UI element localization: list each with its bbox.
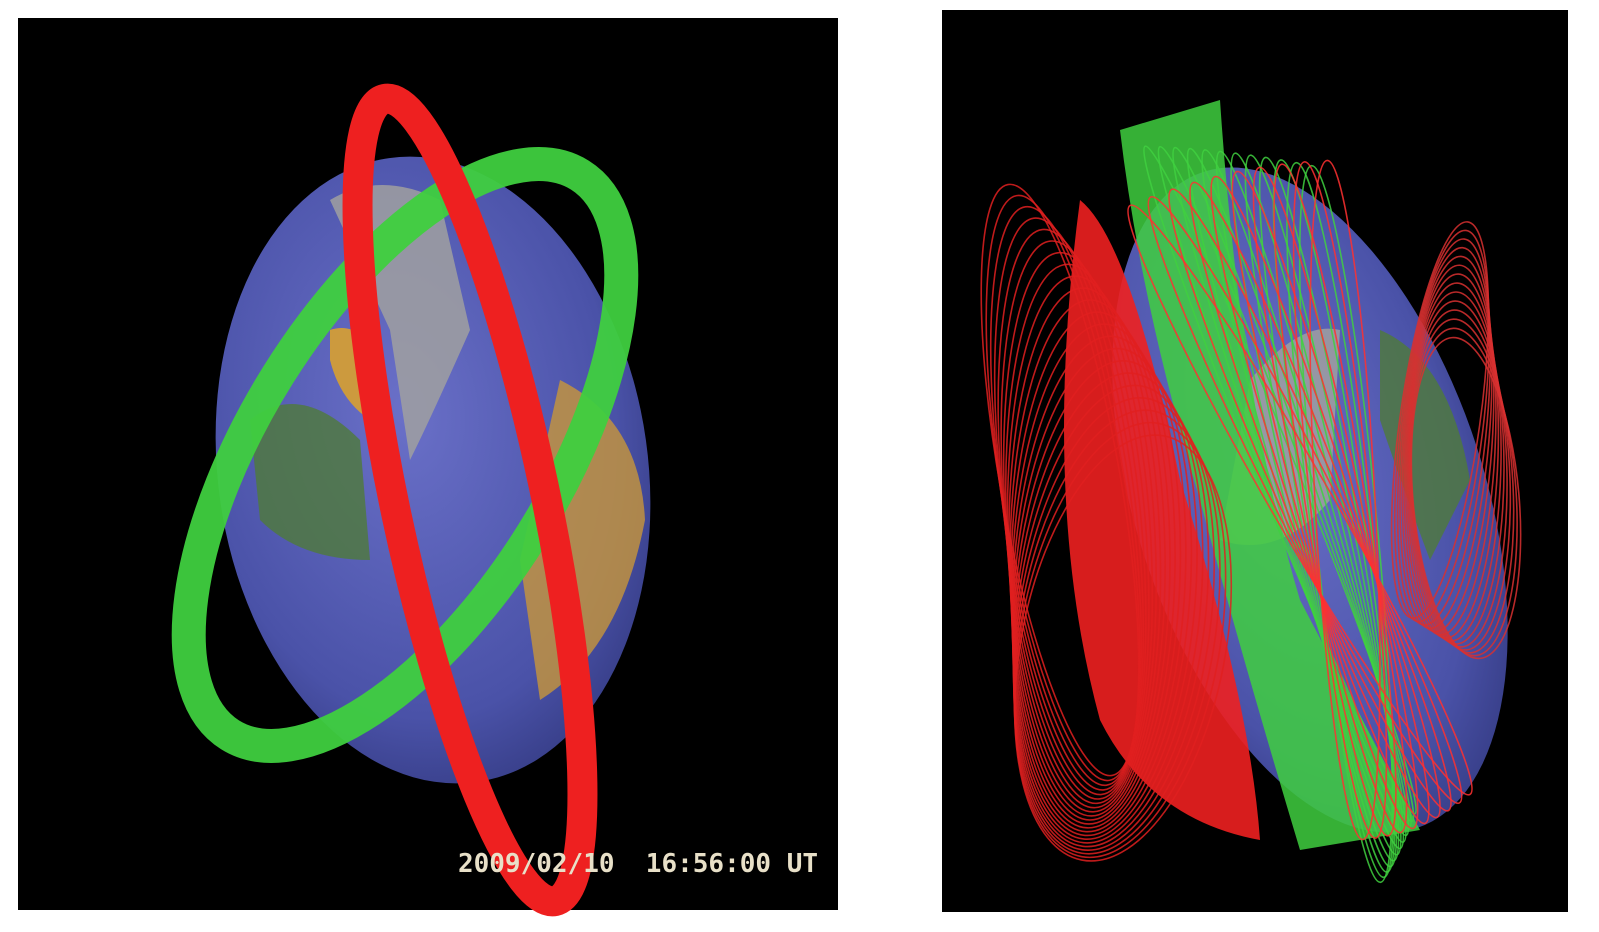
right-panel (942, 10, 1583, 912)
left-panel: 2009/02/10 16:56:00 UT (18, 18, 838, 917)
page: 2009/02/10 16:56:00 UT (() => { const da… (0, 0, 1599, 932)
figure: 2009/02/10 16:56:00 UT (0, 0, 1599, 932)
timestamp: 2009/02/10 16:56:00 UT (458, 849, 818, 879)
